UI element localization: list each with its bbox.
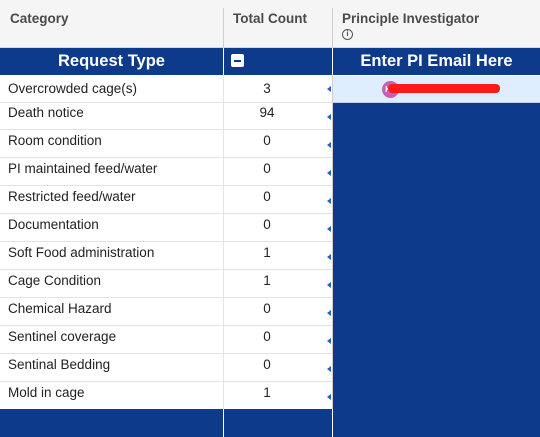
row-marker-icon <box>327 310 331 316</box>
row-category: PI maintained feed/water <box>8 161 158 176</box>
column-header-category[interactable]: Category <box>10 11 69 26</box>
table-row[interactable]: Documentation 0 <box>0 211 540 239</box>
row-category: Mold in cage <box>8 385 85 400</box>
table-row[interactable]: Restricted feed/water 0 <box>0 183 540 211</box>
table-row[interactable]: Mold in cage 1 <box>0 379 540 407</box>
row-divider <box>0 129 332 130</box>
row-marker-icon <box>327 226 331 232</box>
row-category: Restricted feed/water <box>8 189 136 204</box>
row-marker-icon <box>327 142 331 148</box>
row-category: Cage Condition <box>8 273 102 288</box>
row-category: Room condition <box>8 133 102 148</box>
row-count: 0 <box>263 189 271 204</box>
row-marker-icon <box>327 394 331 400</box>
row-marker-icon <box>327 254 331 260</box>
header-divider <box>332 8 333 47</box>
group-divider <box>332 48 333 75</box>
row-marker-icon <box>327 282 331 288</box>
row-divider <box>0 297 332 298</box>
table-row[interactable]: Room condition 0 <box>0 127 540 155</box>
row-divider <box>0 353 332 354</box>
row-divider <box>0 325 332 326</box>
info-icon[interactable]: i <box>342 29 353 40</box>
footer-divider <box>223 409 224 437</box>
row-count: 0 <box>263 357 271 372</box>
group-header-row <box>0 48 540 75</box>
row-marker-icon <box>327 198 331 204</box>
row-count: 0 <box>263 301 271 316</box>
row-count: 3 <box>263 81 271 96</box>
row-count: 94 <box>259 105 275 120</box>
row-category: Death notice <box>8 105 84 120</box>
row-marker-icon <box>327 170 331 176</box>
column-header-principle-investigator[interactable]: Principle Investigator <box>342 11 480 26</box>
group-divider <box>223 48 224 75</box>
redaction-mark <box>388 84 500 93</box>
row-count: 0 <box>263 329 271 344</box>
pi-column-fill <box>333 103 540 409</box>
request-type-label: Request Type <box>58 52 165 70</box>
row-count: 0 <box>263 161 271 176</box>
row-count: 0 <box>263 217 271 232</box>
row-category: Sentinal Bedding <box>8 357 111 372</box>
row-divider <box>0 269 332 270</box>
row-count: 1 <box>263 245 271 260</box>
row-divider <box>0 102 332 103</box>
row-divider <box>0 213 332 214</box>
row-divider <box>0 241 332 242</box>
row-category: Chemical Hazard <box>8 301 112 316</box>
table-row[interactable]: Soft Food administration 1 <box>0 239 540 267</box>
table-row[interactable]: Chemical Hazard 0 <box>0 295 540 323</box>
column-divider <box>332 75 333 409</box>
row-marker-icon <box>327 86 331 92</box>
row-marker-icon <box>327 338 331 344</box>
collapse-icon[interactable] <box>231 54 244 67</box>
row-category: Documentation <box>8 217 99 232</box>
column-divider <box>223 75 224 409</box>
header-divider <box>223 8 224 47</box>
pi-email-prompt: Enter PI Email Here <box>360 52 513 70</box>
table-row[interactable]: Overcrowded cage(s) 3 <box>0 75 540 103</box>
footer-divider <box>332 409 333 437</box>
table-row[interactable]: Death notice 94 <box>0 99 540 127</box>
row-count: 1 <box>263 385 271 400</box>
column-header-total-count[interactable]: Total Count <box>233 11 307 26</box>
table-row[interactable]: Cage Condition 1 <box>0 267 540 295</box>
row-category: Sentinel coverage <box>8 329 117 344</box>
row-category: Overcrowded cage(s) <box>8 81 138 96</box>
row-marker-icon <box>327 366 331 372</box>
row-divider <box>0 185 332 186</box>
row-count: 1 <box>263 273 271 288</box>
table-row[interactable]: Sentinal Bedding 0 <box>0 351 540 379</box>
row-marker-icon <box>327 114 331 120</box>
row-category: Soft Food administration <box>8 245 155 260</box>
row-divider <box>0 157 332 158</box>
table-row[interactable]: PI maintained feed/water 0 <box>0 155 540 183</box>
row-count: 0 <box>263 133 271 148</box>
column-header-bar <box>0 0 540 48</box>
table-row[interactable]: Sentinel coverage 0 <box>0 323 540 351</box>
table-footer <box>0 409 540 437</box>
row-divider <box>0 381 332 382</box>
